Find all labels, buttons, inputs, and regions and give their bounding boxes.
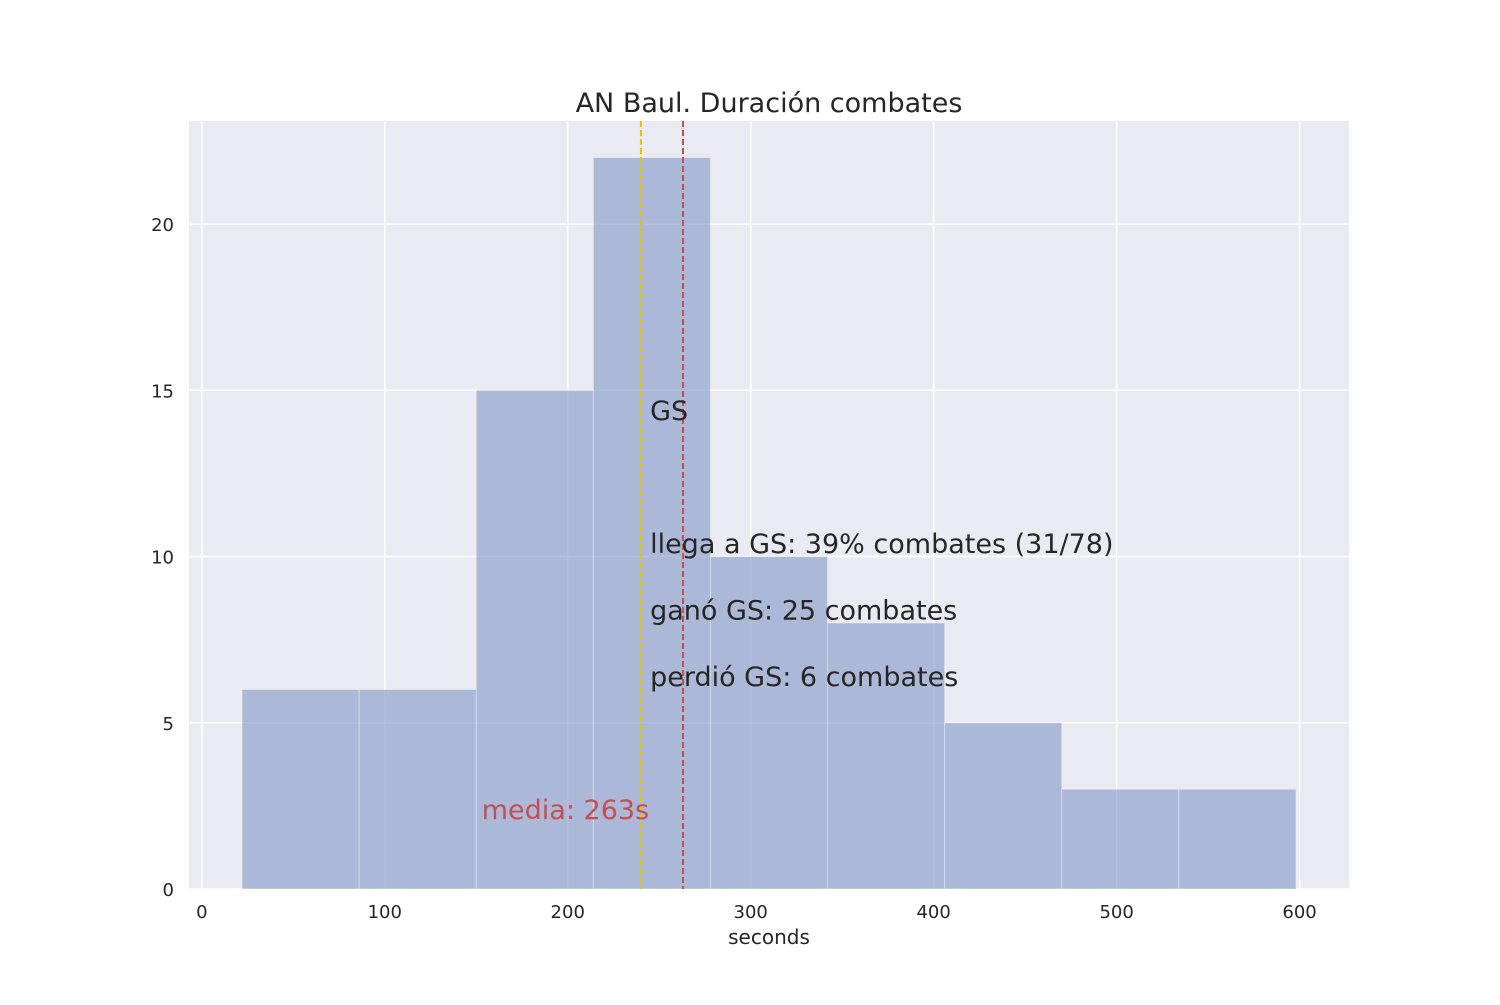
histogram-bar — [1178, 788, 1297, 890]
x-tick-label: 100 — [368, 902, 402, 923]
x-tick-label: 600 — [1282, 902, 1316, 923]
x-tick-label: 500 — [1099, 902, 1133, 923]
x-tick-label: 400 — [916, 902, 950, 923]
annotation-text: perdió GS: 6 combates — [650, 662, 958, 693]
y-tick-label: 20 — [151, 215, 174, 236]
histogram-bar — [944, 722, 1063, 890]
chart-title: AN Baul. Duración combates — [576, 88, 963, 119]
x-tick-label: 200 — [551, 902, 585, 923]
bars — [241, 157, 1297, 890]
y-tick-label: 5 — [163, 714, 174, 735]
y-tick-label: 0 — [163, 880, 174, 901]
x-axis-title: seconds — [728, 925, 810, 949]
y-tick-label: 15 — [151, 381, 174, 402]
annotations: GS llega a GS: 39% combates (31/78) ganó G… — [482, 396, 1114, 826]
histogram-bar — [241, 689, 360, 890]
y-tick-label: 10 — [151, 548, 174, 569]
annotation-text: media: 263s — [482, 795, 649, 826]
histogram-bar — [1061, 788, 1180, 890]
reference-lines — [639, 121, 685, 889]
annotation-text: ganó GS: 25 combates — [650, 596, 957, 627]
histogram-bar — [827, 622, 946, 890]
annotation-text: llega a GS: 39% combates (31/78) — [650, 529, 1113, 560]
tick-labels: 0 100 200 300 400 500 600 0 5 10 15 20 — [151, 215, 1317, 923]
x-tick-label: 300 — [734, 902, 768, 923]
annotation-text: GS — [650, 396, 688, 427]
histogram-bar — [709, 556, 829, 890]
histogram-bar — [592, 157, 711, 890]
x-tick-label: 0 — [196, 902, 207, 923]
histogram-bar — [475, 389, 594, 890]
histogram-bar — [358, 689, 477, 890]
